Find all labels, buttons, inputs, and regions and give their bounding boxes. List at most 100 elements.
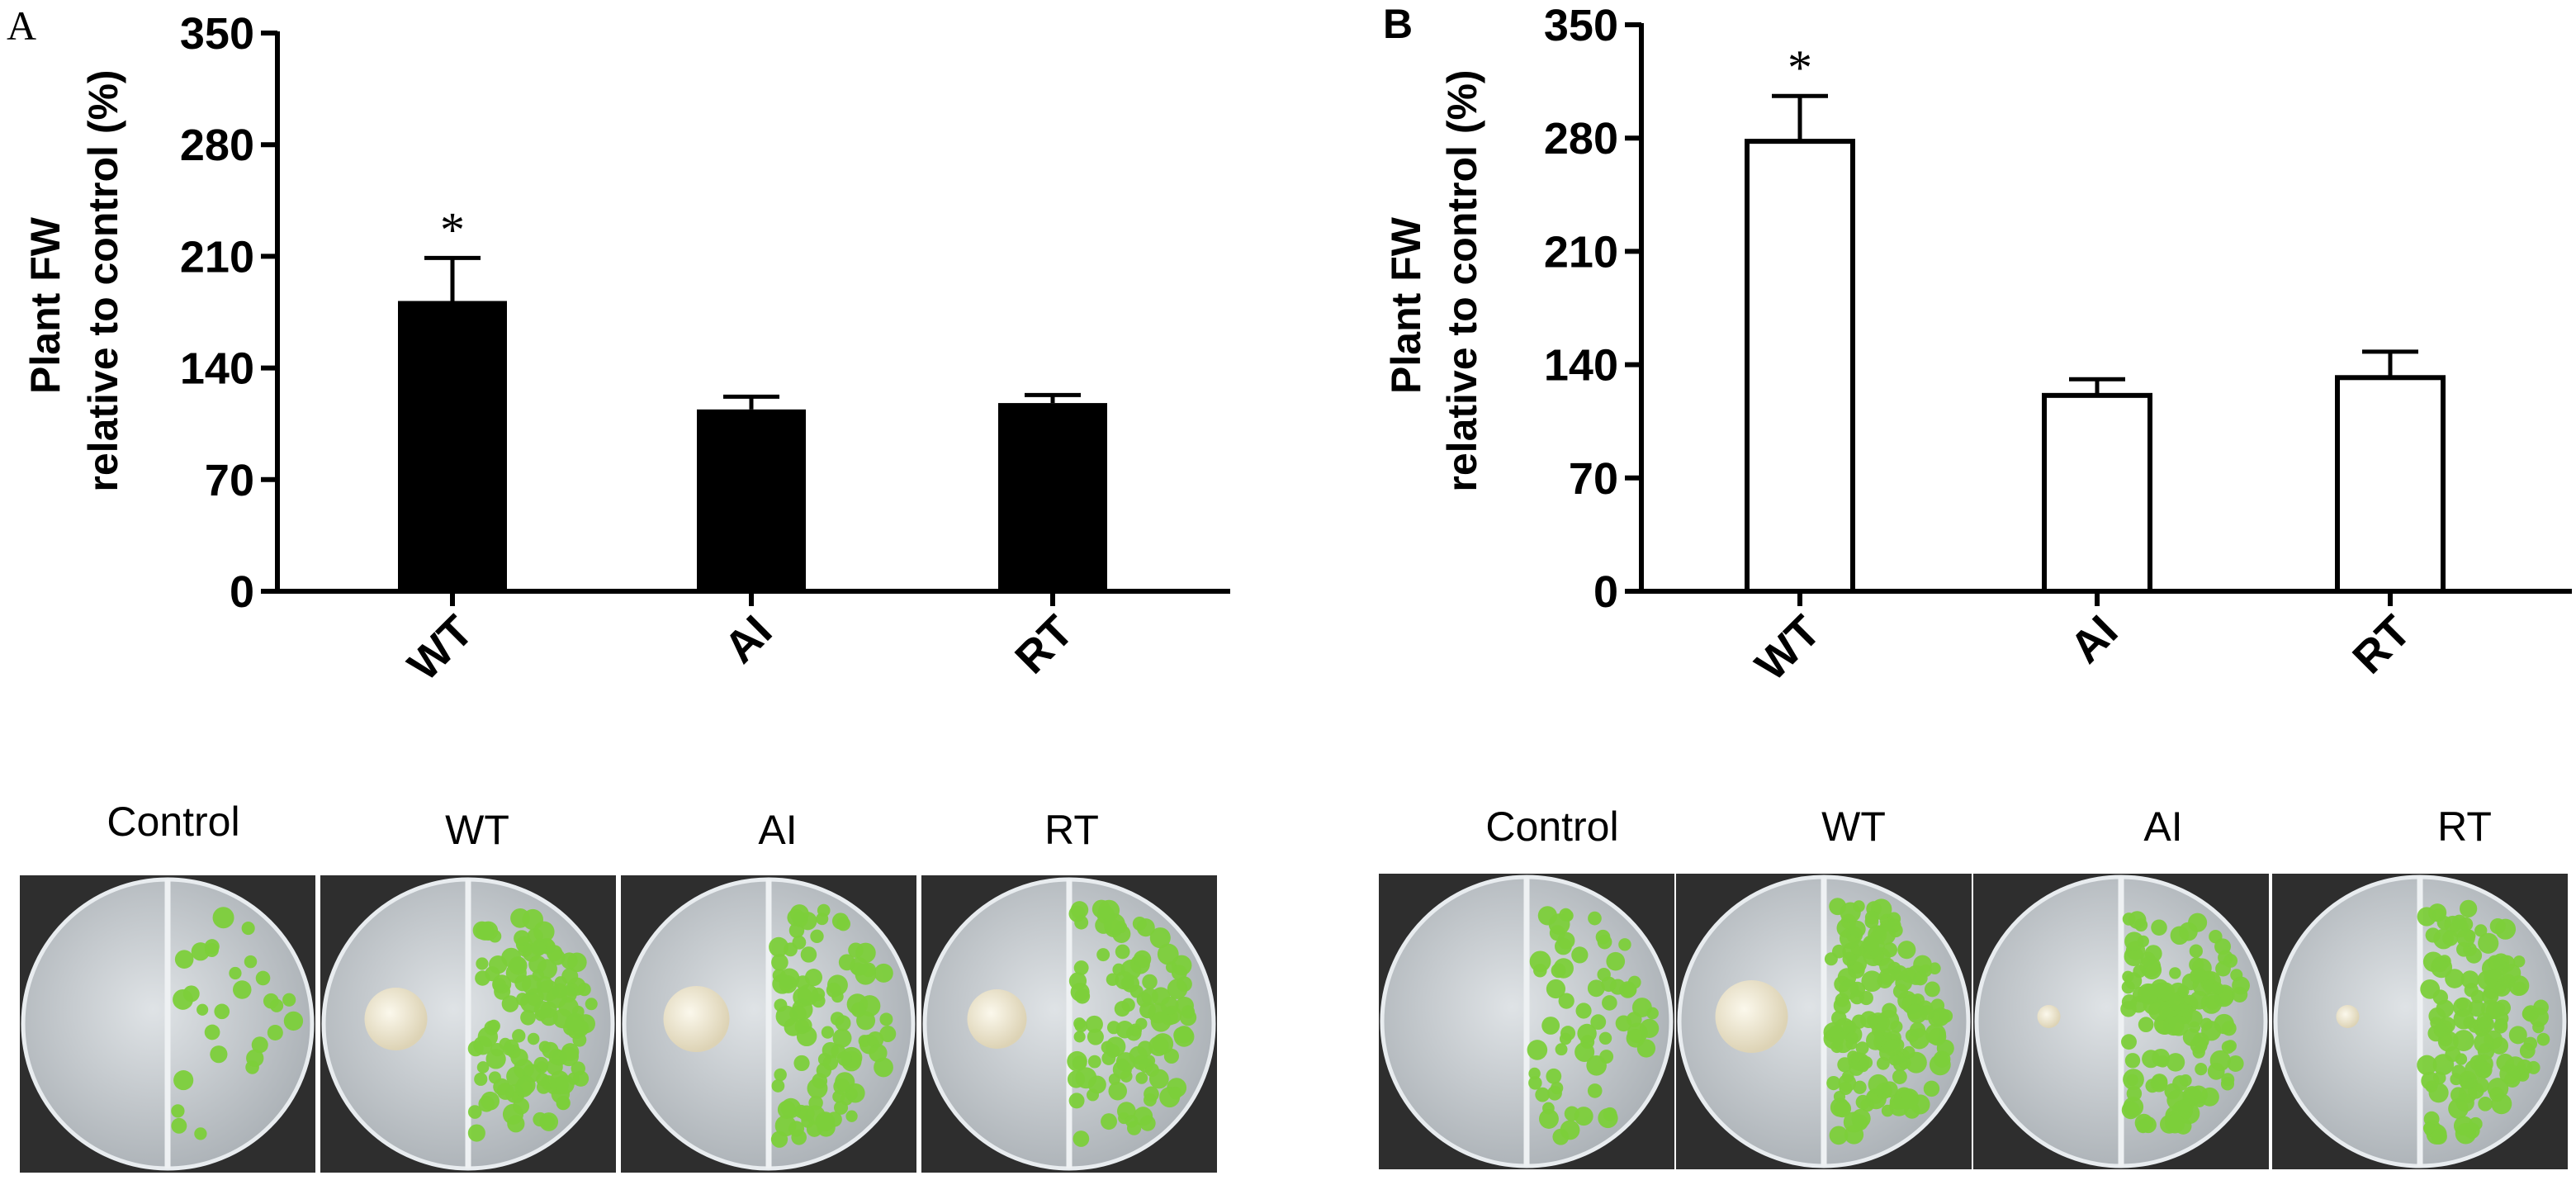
- seedling: [520, 1009, 536, 1026]
- seedling: [1868, 1074, 1889, 1095]
- seedling: [1631, 998, 1652, 1017]
- seedling: [1533, 963, 1547, 978]
- seedling: [173, 1070, 194, 1091]
- seedling: [476, 957, 489, 970]
- seedling: [2469, 1116, 2483, 1131]
- seedling: [810, 929, 824, 944]
- seedling: [2152, 1048, 2171, 1067]
- seedling: [800, 946, 817, 963]
- seedling: [533, 921, 555, 943]
- seedling: [2190, 968, 2205, 984]
- seedling: [1148, 1036, 1169, 1056]
- seedling: [1833, 997, 1851, 1015]
- petri-plates-b: [1379, 874, 2568, 1169]
- seedling: [2166, 1053, 2185, 1072]
- seedling: [2536, 1032, 2550, 1046]
- seedling: [514, 930, 530, 946]
- seedling: [1558, 993, 1574, 1009]
- seedling: [2494, 918, 2517, 940]
- seedling: [1150, 1011, 1172, 1032]
- seedling: [1096, 948, 1110, 962]
- seedling: [229, 966, 242, 980]
- seedling: [832, 1090, 845, 1103]
- seedling: [845, 1110, 858, 1122]
- y-tick-label: 70: [1569, 454, 1618, 504]
- seedling: [1640, 1018, 1660, 1038]
- seedling: [1160, 996, 1179, 1015]
- seedling: [1849, 920, 1866, 938]
- seedling: [2460, 970, 2479, 989]
- seedling: [2417, 1055, 2437, 1075]
- seedling: [546, 945, 563, 961]
- bar-ai: [697, 409, 806, 591]
- bacterial-colony: [2336, 1005, 2360, 1028]
- petri-plate: [320, 875, 616, 1173]
- x-tick-label: RT: [2343, 606, 2420, 683]
- bar-ai: [2042, 392, 2152, 594]
- seedling: [1121, 998, 1135, 1012]
- seedling: [2232, 976, 2250, 995]
- seedling: [2177, 984, 2190, 998]
- seedling: [2221, 1021, 2237, 1036]
- seedling: [210, 1045, 228, 1064]
- seedling: [1115, 944, 1130, 960]
- seedling: [475, 970, 490, 986]
- seedling: [1559, 1032, 1572, 1045]
- petri-plate: [621, 875, 916, 1173]
- seedling: [1103, 913, 1125, 936]
- chart-b-bars: *: [1745, 40, 2446, 594]
- seedling: [2417, 907, 2436, 927]
- y-axis-label-line1-a: Plant FW: [22, 216, 69, 394]
- seedling: [1171, 965, 1187, 981]
- y-tick-label: 0: [1593, 567, 1618, 617]
- seedling: [1627, 975, 1641, 989]
- seedling: [1618, 938, 1631, 951]
- seedling: [282, 993, 296, 1007]
- seedling: [204, 1024, 220, 1040]
- seedling: [1148, 1069, 1169, 1089]
- seedling: [2124, 931, 2144, 951]
- seedling: [1831, 944, 1846, 959]
- seedling: [2122, 912, 2136, 926]
- seedling: [808, 1095, 823, 1111]
- seedling: [1924, 981, 1940, 998]
- seedling: [171, 1117, 187, 1134]
- seedling: [489, 955, 508, 974]
- seedling: [2490, 1036, 2509, 1055]
- chart-a: A Plant FW relative to control (%) 0 70 14…: [7, 2, 1230, 690]
- seedling: [2445, 1046, 2461, 1063]
- seedling: [1133, 950, 1152, 969]
- seedling: [1073, 1130, 1090, 1147]
- seedling: [2201, 1021, 2222, 1041]
- seedling: [1833, 1090, 1846, 1103]
- seedling: [1905, 1029, 1920, 1043]
- photo-a-label-rt: RT: [1044, 807, 1099, 853]
- seedling: [566, 952, 587, 973]
- seedling: [1892, 1069, 1907, 1084]
- seedling: [2501, 974, 2516, 988]
- seedling: [1087, 1028, 1104, 1045]
- seedling: [1861, 970, 1883, 993]
- seedling: [512, 1029, 526, 1043]
- seedling: [1878, 968, 1896, 985]
- seedling: [2151, 919, 2167, 936]
- chart-b-ylabel: Plant FW relative to control (%): [1383, 69, 1485, 491]
- seedling: [2421, 1071, 2440, 1090]
- seedling: [212, 907, 234, 929]
- seedling: [874, 963, 893, 983]
- y-axis-label-line2-b: relative to control (%): [1439, 69, 1485, 491]
- seedling: [2476, 1012, 2493, 1029]
- seedling: [1853, 1080, 1867, 1094]
- seedling: [484, 1020, 500, 1036]
- seedling: [2207, 1062, 2225, 1080]
- seedling: [832, 1028, 852, 1048]
- seedling: [2134, 1113, 2153, 1132]
- seedling: [804, 969, 823, 987]
- panel-label-a: A: [7, 2, 36, 49]
- seedling: [527, 1032, 540, 1045]
- seedling: [848, 942, 864, 959]
- x-tick-label: AI: [715, 606, 782, 673]
- seedling: [1865, 1031, 1886, 1050]
- seedling: [1615, 1015, 1632, 1032]
